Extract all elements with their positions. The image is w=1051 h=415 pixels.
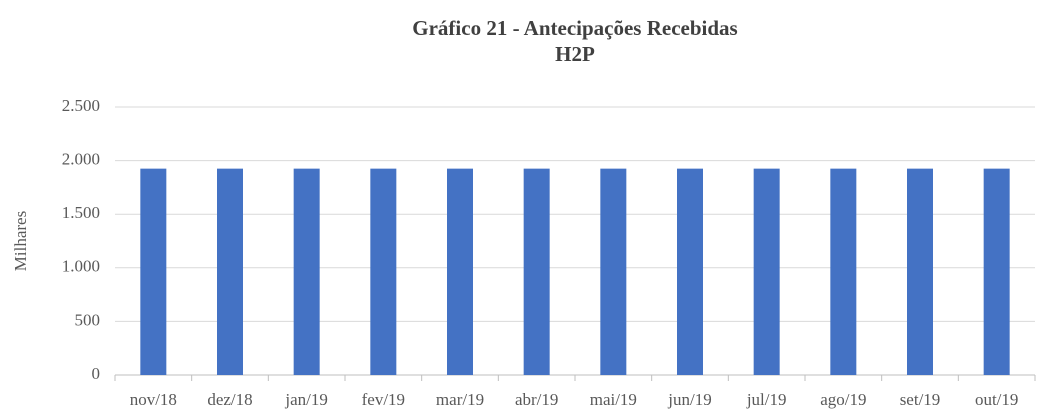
bar — [677, 168, 703, 375]
x-tick-label: jan/19 — [284, 390, 328, 409]
x-tick-label: out/19 — [975, 390, 1018, 409]
y-tick-label: 500 — [75, 310, 101, 329]
x-tick-label: jun/19 — [667, 390, 711, 409]
x-tick-label: mar/19 — [436, 390, 484, 409]
y-tick-label: 1.000 — [62, 257, 100, 276]
x-tick-label: dez/18 — [207, 390, 252, 409]
bar — [523, 168, 550, 375]
bar — [830, 168, 857, 375]
x-tick-label: mai/19 — [590, 390, 637, 409]
chart-title: Gráfico 21 - Antecipações Recebidas — [412, 16, 737, 40]
bar — [600, 168, 627, 375]
y-tick-label: 1.500 — [62, 203, 100, 222]
x-tick-label: set/19 — [900, 390, 941, 409]
bar — [293, 168, 320, 375]
chart-subtitle: H2P — [555, 42, 595, 66]
x-tick-label: fev/19 — [362, 390, 405, 409]
x-tick-label: ago/19 — [820, 390, 866, 409]
x-tick-label: abr/19 — [515, 390, 558, 409]
y-tick-label: 0 — [92, 364, 101, 383]
bar — [753, 168, 780, 375]
bar — [907, 168, 933, 375]
bar — [447, 168, 473, 375]
bar — [983, 168, 1010, 375]
y-tick-label: 2.500 — [62, 96, 100, 115]
bar — [370, 168, 397, 375]
y-tick-label: 2.000 — [62, 150, 100, 169]
x-tick-label: jul/19 — [746, 390, 787, 409]
bar — [140, 168, 167, 375]
y-axis-label: Milhares — [11, 211, 30, 271]
bar — [217, 168, 243, 375]
x-tick-label: nov/18 — [130, 390, 177, 409]
